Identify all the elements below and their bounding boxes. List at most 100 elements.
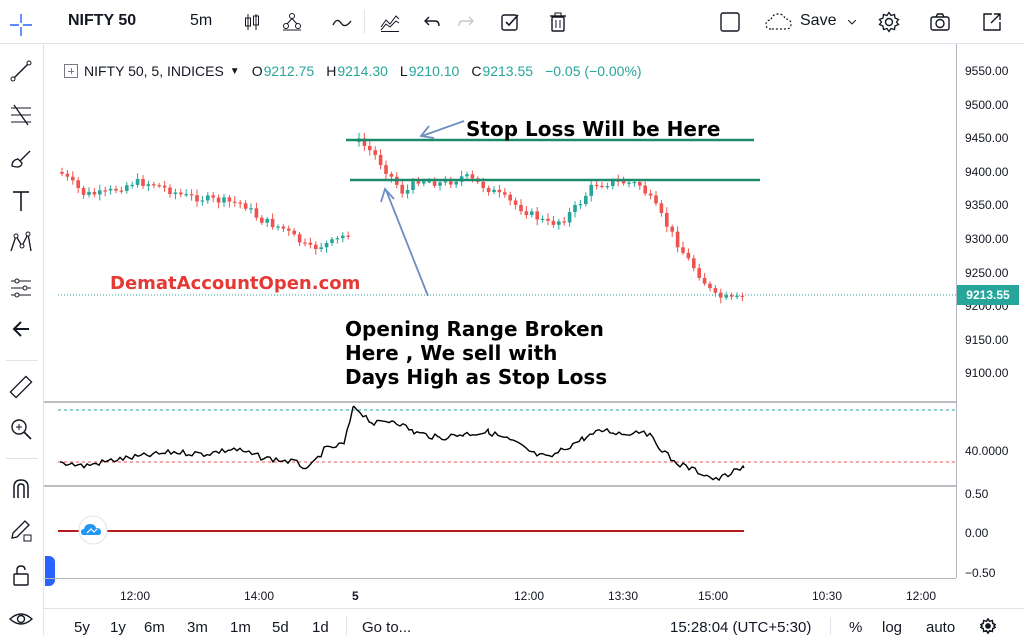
stop-loss-annotation[interactable]: Stop Loss Will be Here — [466, 117, 721, 141]
candle-body — [632, 182, 637, 184]
collapse-toolbar-handle[interactable] — [45, 556, 55, 586]
lock-icon[interactable] — [4, 558, 38, 592]
candle-body — [729, 295, 734, 297]
candles-icon[interactable] — [238, 8, 266, 36]
ruler-icon[interactable] — [4, 370, 38, 404]
crosshair-icon[interactable] — [4, 8, 38, 42]
candle-body — [600, 185, 604, 188]
price-axis[interactable]: 9550.00 9500.00 9450.00 9400.00 9350.00 9300.… — [956, 44, 1024, 580]
brush-icon[interactable] — [4, 142, 38, 176]
legend-symbol[interactable]: NIFTY 50, 5, INDICES — [84, 63, 224, 79]
candle-body — [249, 208, 253, 210]
goto-button[interactable]: Go to... — [362, 619, 412, 635]
candle-body — [243, 203, 248, 209]
candle-body — [308, 242, 313, 245]
candle-body — [108, 188, 113, 191]
candle-body — [303, 242, 307, 244]
redo-icon[interactable] — [452, 8, 480, 36]
candle-body — [141, 178, 145, 186]
range-1d-button[interactable]: 1d — [312, 619, 329, 635]
range-5d-button[interactable]: 5d — [272, 619, 289, 635]
low-value: 9210.10 — [408, 63, 460, 79]
camera-icon[interactable] — [926, 8, 954, 36]
log-toggle[interactable]: log — [882, 619, 903, 635]
indicators-icon[interactable] — [278, 8, 306, 36]
price-tick: 9100.00 — [965, 366, 1009, 381]
candle-body — [314, 244, 318, 250]
range-5y-button[interactable]: 5y — [74, 619, 90, 635]
lower-tick: 0.50 — [965, 487, 989, 501]
price-tick: 9150.00 — [965, 332, 1009, 347]
chevron-down-icon[interactable] — [840, 8, 864, 36]
arrow-left-icon[interactable] — [4, 312, 38, 346]
percent-toggle[interactable]: % — [849, 619, 863, 635]
opening-range-annotation[interactable]: Opening Range Broken Here , We sell with… — [345, 317, 607, 389]
candle-body — [346, 235, 350, 237]
candle-body — [292, 230, 296, 235]
candle-body — [173, 192, 178, 195]
indicator-tick: 40.0000 — [965, 444, 1009, 458]
candle-body — [443, 181, 448, 183]
close-value: 9213.55 — [482, 63, 534, 79]
candle-body — [152, 184, 156, 186]
time-tick: 10:30 — [812, 589, 843, 603]
eye-icon[interactable] — [4, 602, 38, 635]
fullscreen-icon[interactable] — [978, 8, 1006, 36]
fib-retracement-icon[interactable] — [4, 98, 38, 132]
candle-body — [216, 197, 221, 203]
time-tick: 12:00 — [906, 589, 937, 603]
line-chart-icon[interactable] — [328, 8, 356, 36]
time-axis[interactable]: 12:00 14:00 5 12:00 13:30 15:00 10:30 12… — [44, 578, 956, 608]
gear-icon[interactable] — [875, 8, 903, 36]
save-button[interactable]: Save — [800, 12, 837, 29]
trend-line-icon[interactable] — [4, 54, 38, 88]
clock-text[interactable]: 15:28:04 (UTC+5:30) — [670, 619, 812, 635]
chart-canvas[interactable] — [44, 44, 956, 578]
gear-icon[interactable] — [979, 617, 997, 635]
candle-body — [665, 213, 669, 227]
range-6m-button[interactable]: 6m — [144, 619, 165, 635]
price-tick: 9450.00 — [965, 131, 1009, 146]
candle-body — [449, 181, 453, 185]
undo-icon[interactable] — [418, 8, 446, 36]
candle-body — [98, 190, 102, 195]
text-icon[interactable] — [4, 184, 38, 218]
checkbox-icon[interactable] — [496, 8, 524, 36]
candle-body — [589, 184, 593, 196]
pencil-lock-icon[interactable] — [4, 514, 38, 548]
candle-body — [735, 295, 739, 297]
candle-body — [125, 185, 129, 191]
candle-body — [168, 187, 172, 195]
price-tick: 9250.00 — [965, 265, 1009, 280]
symbol-search-button[interactable]: NIFTY 50 — [68, 12, 137, 29]
chevron-down-icon[interactable]: ▼ — [229, 65, 240, 77]
range-3m-button[interactable]: 3m — [187, 619, 208, 635]
candle-body — [724, 295, 728, 298]
auto-toggle[interactable]: auto — [926, 619, 956, 635]
zoom-in-icon[interactable] — [4, 412, 38, 446]
compare-icon[interactable] — [376, 8, 404, 36]
interval-button[interactable]: 5m — [190, 12, 213, 29]
range-1y-button[interactable]: 1y — [110, 619, 126, 635]
time-tick: 15:00 — [698, 589, 729, 603]
prediction-icon[interactable] — [4, 270, 38, 304]
candle-body — [76, 180, 80, 188]
cloud-badge-icon[interactable] — [78, 515, 108, 545]
cloud-icon[interactable] — [762, 8, 796, 36]
watermark-text: DematAccountOpen.com — [110, 273, 361, 294]
trash-icon[interactable] — [544, 8, 572, 36]
expand-legend-icon[interactable] — [64, 64, 78, 78]
candle-body — [384, 165, 388, 174]
layout-square-icon[interactable] — [716, 8, 744, 36]
range-1m-button[interactable]: 1m — [230, 619, 251, 635]
candle-body — [162, 185, 167, 188]
arrow-opening-range — [385, 189, 429, 297]
magnet-icon[interactable] — [4, 472, 38, 506]
candle-body — [605, 186, 610, 188]
current-price-tag: 9213.55 — [957, 285, 1019, 305]
annotation-line: Here , We sell with — [345, 341, 558, 365]
pattern-icon[interactable] — [4, 226, 38, 260]
arrow-stop-loss — [421, 120, 465, 137]
candle-body — [519, 204, 523, 212]
toolbar-divider — [830, 617, 831, 635]
